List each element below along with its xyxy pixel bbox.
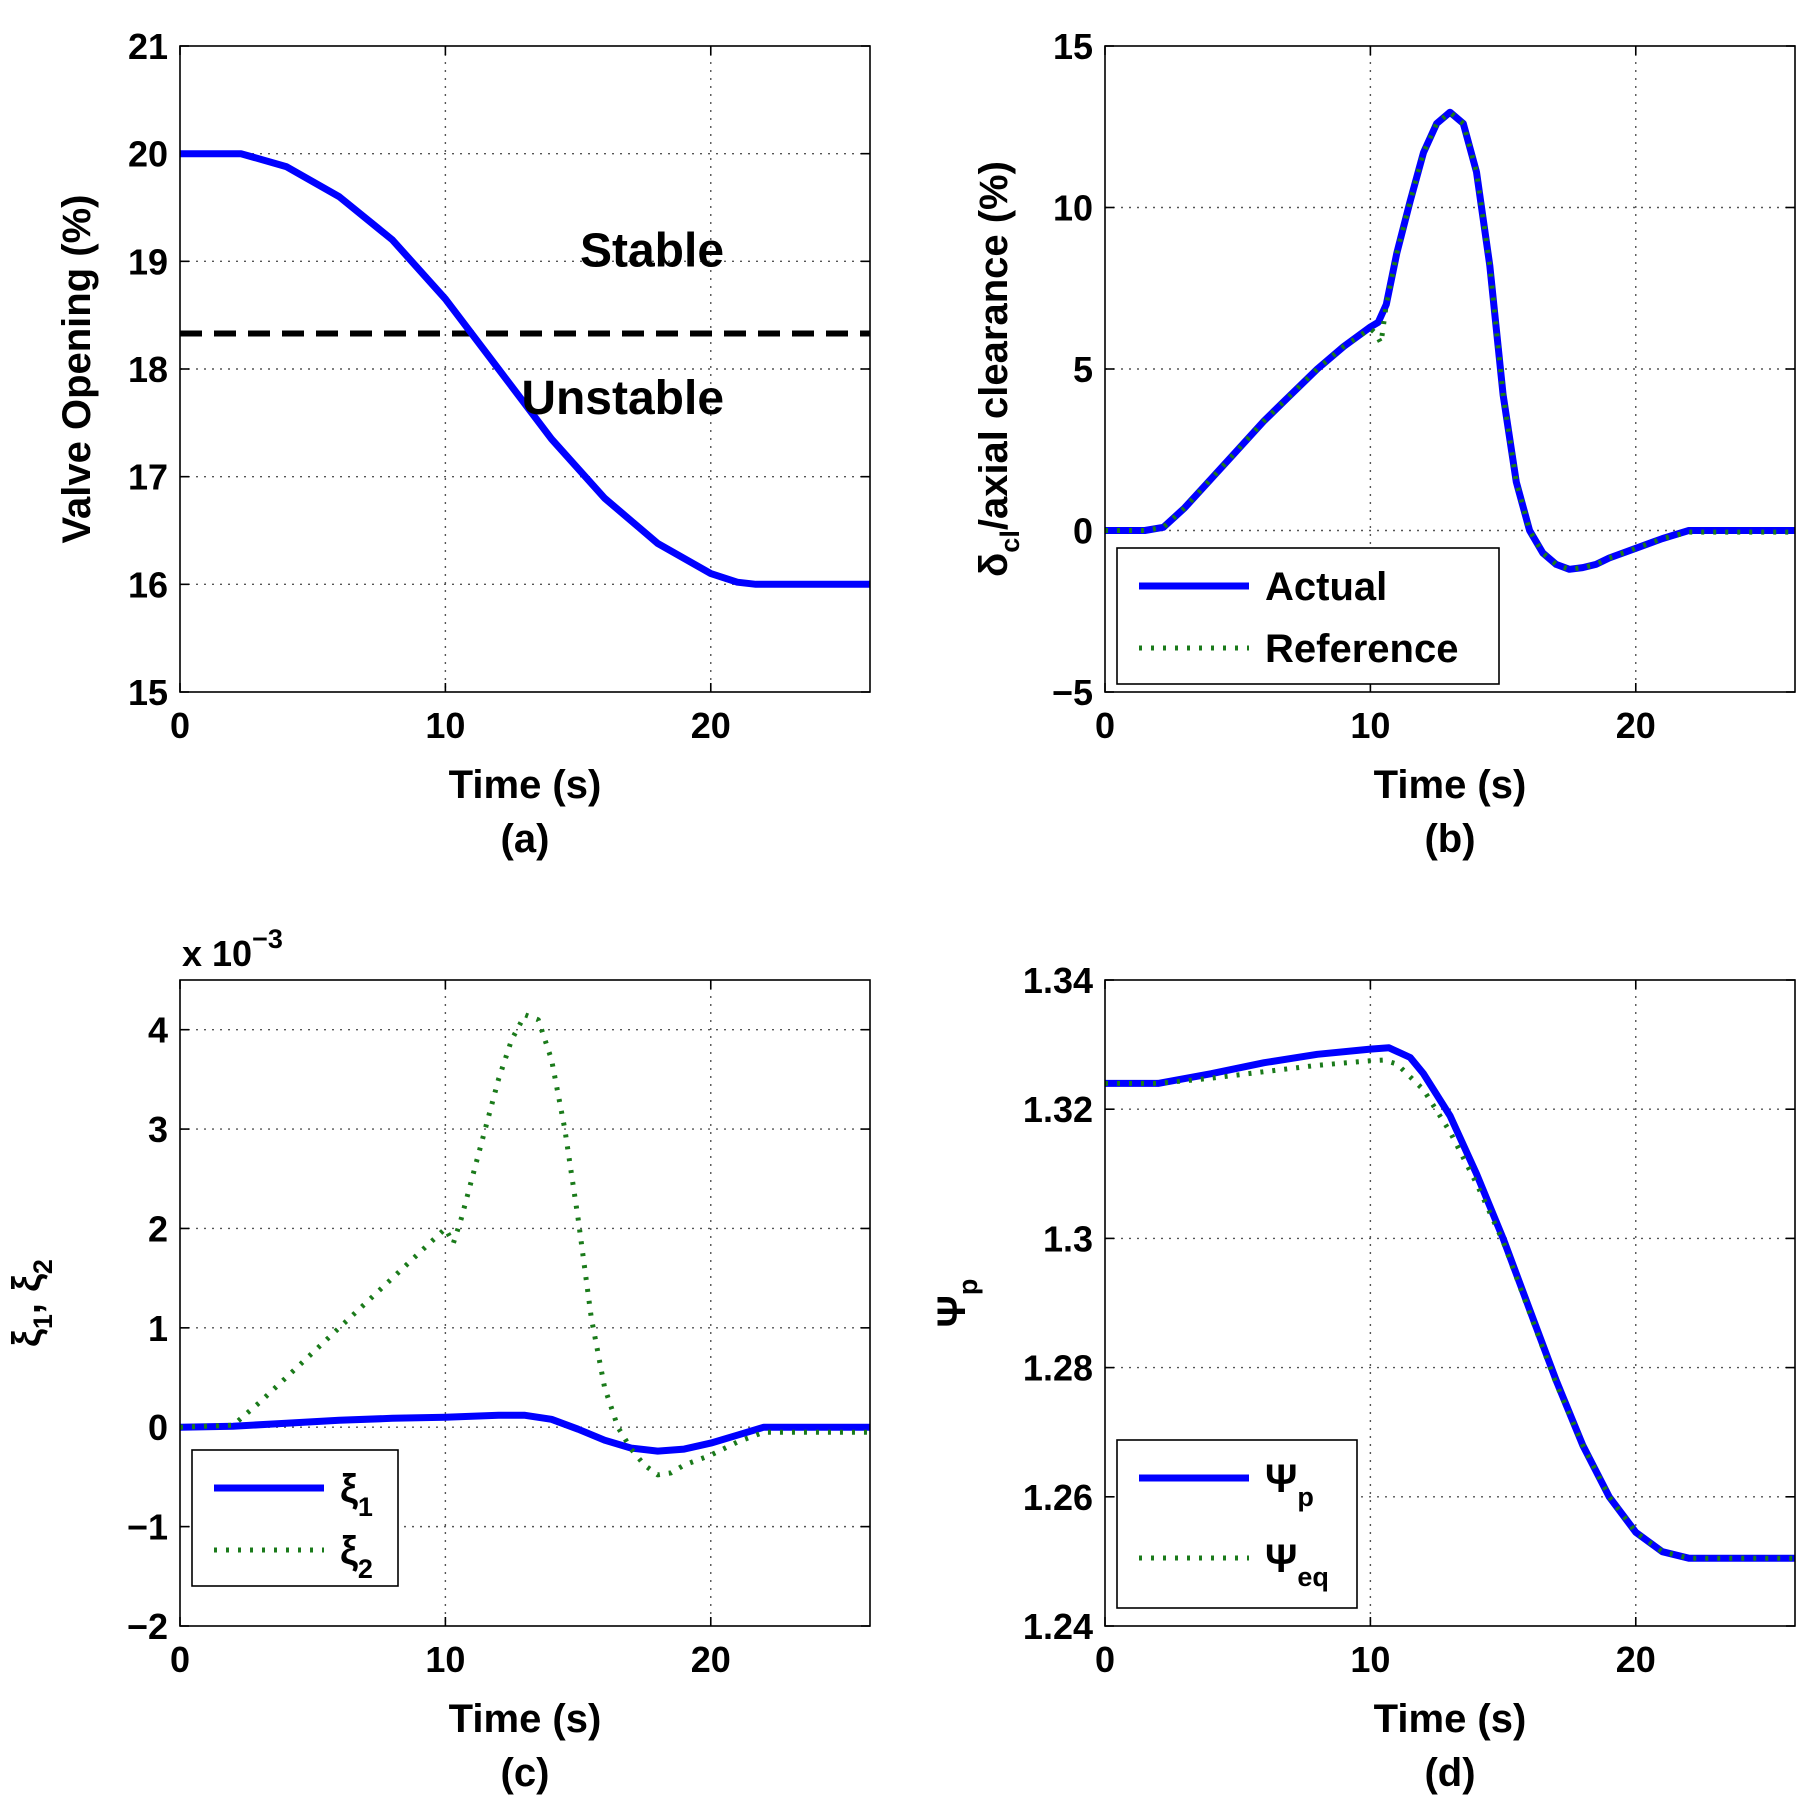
series-line-solid <box>180 1411 870 1455</box>
plot-frame <box>179 45 871 693</box>
plot-frame <box>1104 979 1796 1627</box>
legend-box <box>191 1449 399 1587</box>
y-label-subscript: 2 <box>28 1259 58 1274</box>
x-tick-label: 10 <box>1350 1639 1390 1680</box>
y-tick-label: 1.26 <box>1023 1477 1093 1518</box>
x-axis-label: Time (s) <box>1374 763 1527 807</box>
panel-caption: (d) <box>1424 1751 1475 1795</box>
y-tick-label: 1.34 <box>1023 960 1093 1001</box>
legend-subscript: p <box>1297 1482 1314 1512</box>
legend-label: Reference <box>1265 627 1458 671</box>
y-tick-label: 4 <box>148 1010 168 1051</box>
y-tick-label: 15 <box>128 672 168 713</box>
y-tick-label: 1 <box>148 1308 168 1349</box>
x-tick-label: 0 <box>1095 705 1115 746</box>
x-tick-label: 20 <box>1616 705 1656 746</box>
region-annotation: Stable <box>580 225 724 278</box>
legend-subscript: 2 <box>358 1554 373 1584</box>
x-tick-label: 10 <box>1350 705 1390 746</box>
y-tick-label: 0 <box>1073 511 1093 552</box>
legend-symbol: Ψ <box>1265 1537 1297 1581</box>
y-label-symbol: , ξ <box>5 1274 49 1314</box>
multiplier-exponent: −3 <box>252 924 283 954</box>
x-tick-label: 0 <box>170 1639 190 1680</box>
y-tick-label: 1.3 <box>1043 1218 1093 1259</box>
panel-caption: (a) <box>501 817 550 861</box>
x-tick-label: 0 <box>170 705 190 746</box>
y-tick-label: 20 <box>128 134 168 175</box>
legend-label: Ψeq <box>1265 1537 1329 1592</box>
y-tick-label: 18 <box>128 349 168 390</box>
legend-label: Actual <box>1265 565 1387 609</box>
y-label-symbol: δ <box>972 553 1016 577</box>
y-tick-label: 19 <box>128 241 168 282</box>
legend-box <box>1116 1439 1358 1609</box>
multiplier-base: x 10 <box>182 933 252 974</box>
y-tick-label: 2 <box>148 1208 168 1249</box>
y-axis-label: Ψp <box>930 1279 983 1328</box>
panel-caption: (b) <box>1424 817 1475 861</box>
panel-d: 0 10 20 1.24 1.26 1.28 1.3 1.32 1.34 Time (s) (d) Ψ… <box>930 960 1796 1795</box>
y-label-symbol: ξ <box>5 1329 49 1347</box>
y-tick-label: 5 <box>1073 349 1093 390</box>
panel-a: 0 10 20 15 16 17 18 19 20 21 Time (s) (a) Valve Open… <box>55 26 871 861</box>
x-tick-label: 10 <box>425 705 465 746</box>
y-label-subscript: 1 <box>28 1314 58 1329</box>
x-tick-label: 20 <box>1616 1639 1656 1680</box>
y-tick-label: 21 <box>128 26 168 67</box>
legend-symbol: ξ <box>340 1529 358 1573</box>
region-annotation: Unstable <box>521 372 724 425</box>
legend-symbol: ξ <box>340 1467 358 1511</box>
legend-label: ξ2 <box>340 1529 373 1584</box>
axis-multiplier: x 10−3 <box>182 924 283 974</box>
x-tick-label: 20 <box>691 705 731 746</box>
y-tick-label: 16 <box>128 564 168 605</box>
y-label-subscript: p <box>953 1279 983 1296</box>
legend-subscript: eq <box>1297 1562 1329 1592</box>
x-tick-label: 20 <box>691 1639 731 1680</box>
series-line-dotted <box>1105 1057 1795 1561</box>
x-axis-label: Time (s) <box>449 1697 602 1741</box>
y-tick-label: 3 <box>148 1109 168 1150</box>
y-tick-label: 1.24 <box>1023 1606 1093 1647</box>
y-tick-label: −1 <box>127 1507 168 1548</box>
y-tick-label: 17 <box>128 457 168 498</box>
series-line-dotted <box>1105 109 1795 572</box>
x-axis-label: Time (s) <box>1374 1697 1527 1741</box>
legend-label: Ψp <box>1265 1457 1314 1512</box>
y-axis-label: δcl/axial clearance (%) <box>972 161 1025 577</box>
y-tick-label: 10 <box>1053 188 1093 229</box>
y-tick-label: −5 <box>1052 672 1093 713</box>
legend-label: ξ1 <box>340 1467 373 1522</box>
plot-frame <box>179 979 871 1627</box>
panel-caption: (c) <box>501 1751 550 1795</box>
y-label-symbol: Ψ <box>930 1295 974 1327</box>
legend-subscript: 1 <box>358 1492 373 1522</box>
legend-box <box>1116 547 1500 685</box>
y-tick-label: −2 <box>127 1606 168 1647</box>
y-axis-label: Valve Opening (%) <box>55 195 99 544</box>
legend-symbol: Ψ <box>1265 1457 1297 1501</box>
y-tick-label: 1.32 <box>1023 1089 1093 1130</box>
x-tick-label: 10 <box>425 1639 465 1680</box>
x-tick-label: 0 <box>1095 1639 1115 1680</box>
y-label-rest: /axial clearance (%) <box>972 161 1016 530</box>
y-tick-label: 15 <box>1053 26 1093 67</box>
plot-frame <box>1104 45 1796 693</box>
y-axis-label: ξ1, ξ2 <box>5 1259 58 1347</box>
y-tick-label: 1.28 <box>1023 1348 1093 1389</box>
y-label-subscript: cl <box>995 530 1025 553</box>
x-axis-label: Time (s) <box>449 763 602 807</box>
y-tick-label: 0 <box>148 1407 168 1448</box>
series-line-solid <box>180 150 870 588</box>
